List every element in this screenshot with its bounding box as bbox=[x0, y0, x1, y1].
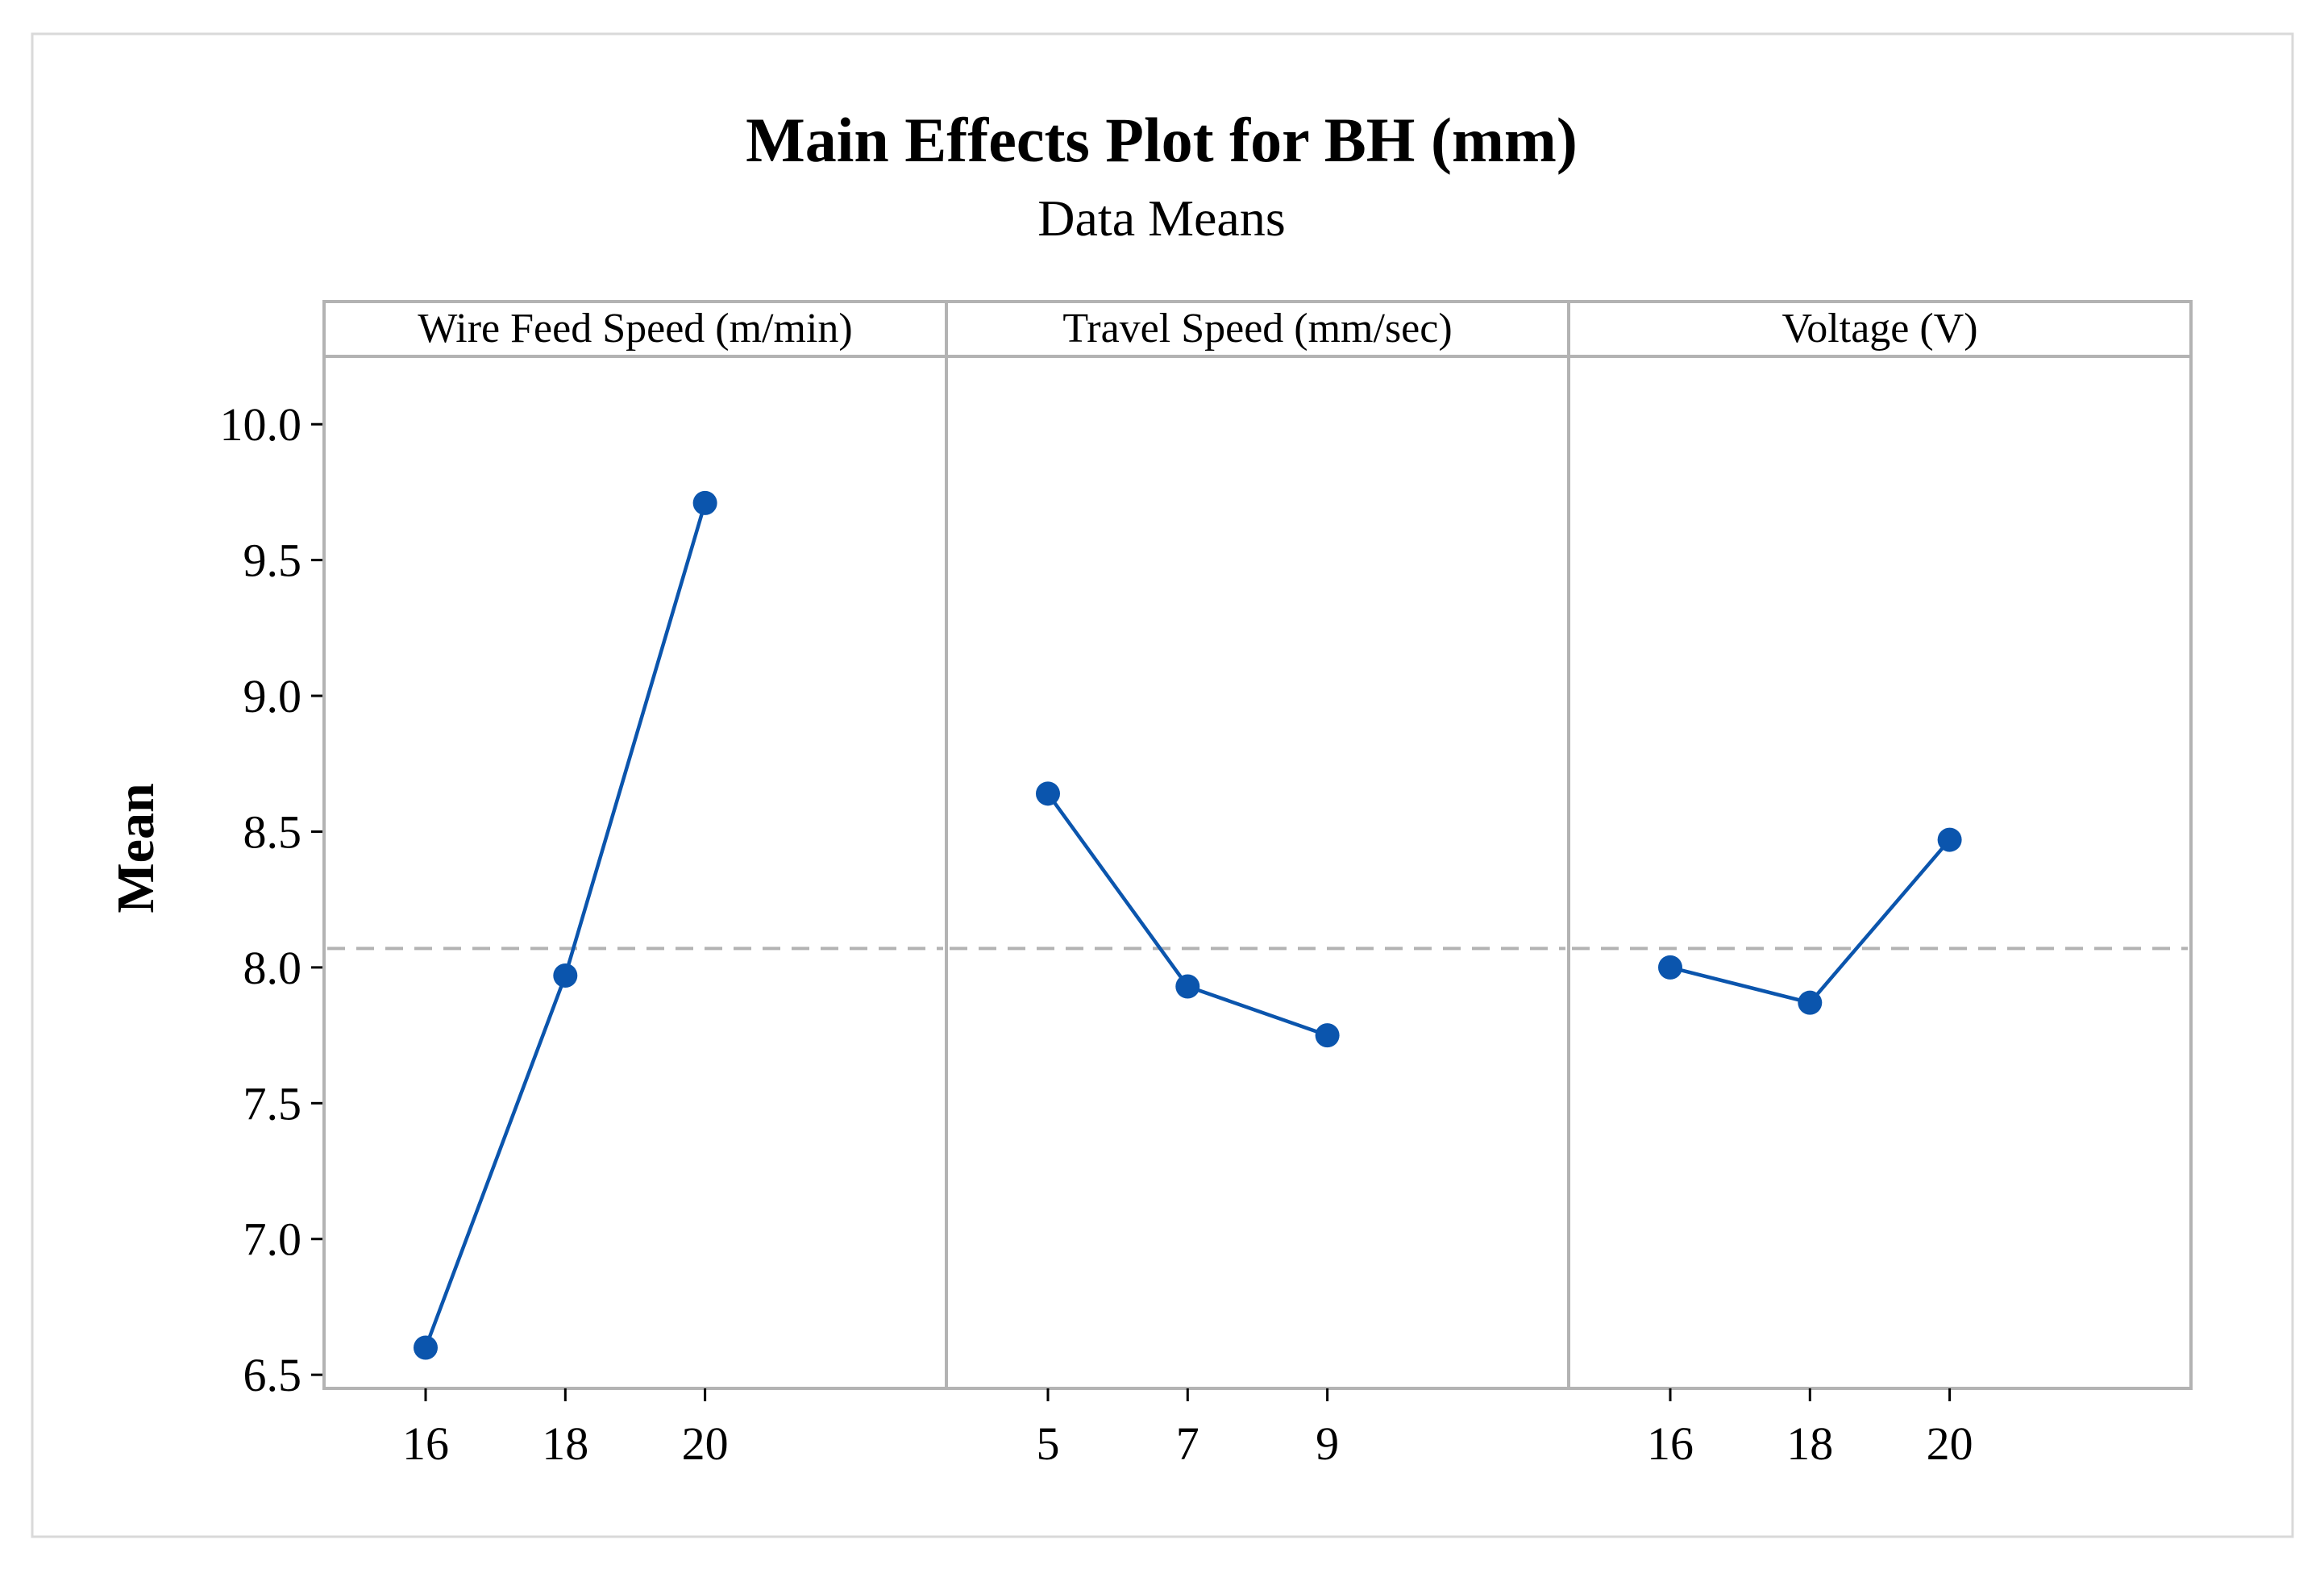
y-tick-label: 6.5 bbox=[243, 1349, 302, 1401]
data-point bbox=[553, 963, 578, 988]
x-tick-label: 20 bbox=[682, 1417, 729, 1470]
panel-frame bbox=[1567, 300, 2193, 1390]
x-tick-label: 16 bbox=[1647, 1417, 1694, 1470]
outer-border bbox=[31, 32, 2294, 1538]
y-tick-label: 8.5 bbox=[243, 805, 302, 858]
x-tick-label: 16 bbox=[402, 1417, 449, 1470]
y-axis-label: Mean bbox=[106, 783, 165, 913]
y-tick-label: 10.0 bbox=[220, 398, 302, 451]
data-point bbox=[413, 1335, 438, 1360]
data-point bbox=[1657, 955, 1682, 980]
y-tick-label: 9.0 bbox=[243, 670, 302, 722]
data-point bbox=[1175, 974, 1200, 999]
x-tick-label: 18 bbox=[1786, 1417, 1833, 1470]
y-tick-label: 7.5 bbox=[243, 1077, 302, 1130]
x-tick-label: 7 bbox=[1176, 1417, 1199, 1470]
data-point bbox=[1937, 827, 1962, 852]
plot-layer: 6.5 7.0 7.5 8.0 8.5 9.0 9.5 10.0 Wire Feed Speed… bbox=[220, 300, 2193, 1470]
y-tick-label: 8.0 bbox=[243, 942, 302, 994]
x-tick-label: 5 bbox=[1036, 1417, 1059, 1470]
data-point bbox=[1315, 1023, 1340, 1048]
chart-subtitle: Data Means bbox=[1037, 189, 1285, 247]
data-point bbox=[1798, 990, 1823, 1015]
panel-header-label: Voltage (V) bbox=[1781, 306, 1977, 352]
y-tick-label: 7.0 bbox=[243, 1213, 302, 1266]
x-tick-label: 20 bbox=[1927, 1417, 1973, 1470]
data-point bbox=[692, 490, 717, 515]
panel-header-label: Travel Speed (mm/sec) bbox=[1062, 306, 1452, 352]
panel-header-label: Wire Feed Speed (m/min) bbox=[418, 306, 852, 352]
chart-title: Main Effects Plot for BH (mm) bbox=[746, 105, 1578, 175]
data-point bbox=[1035, 781, 1060, 806]
y-tick-label: 9.5 bbox=[243, 535, 302, 587]
x-tick-label: 18 bbox=[542, 1417, 588, 1470]
x-tick-label: 9 bbox=[1316, 1417, 1339, 1470]
